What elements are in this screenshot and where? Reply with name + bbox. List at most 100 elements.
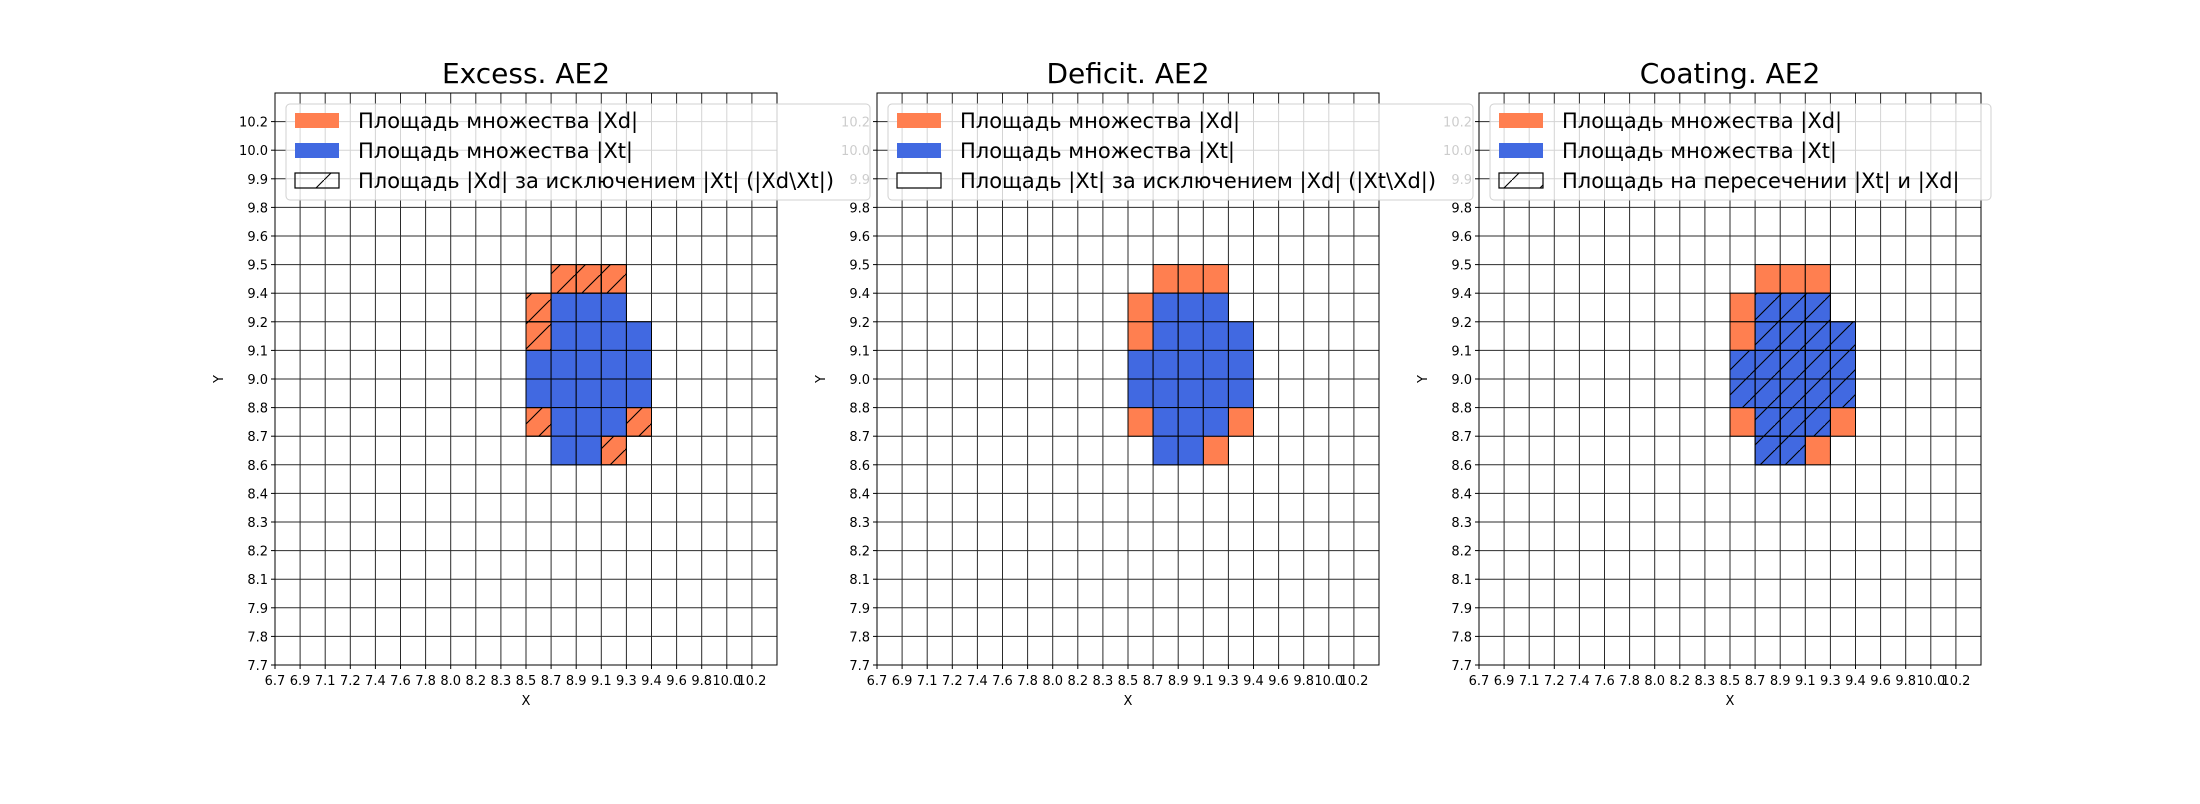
y-tick-label: 9.9 bbox=[247, 173, 268, 188]
cell-hatch bbox=[1779, 292, 1806, 323]
legend-swatch-xd bbox=[1499, 113, 1543, 128]
cell-xt bbox=[1152, 435, 1179, 466]
cell-hatch bbox=[1804, 407, 1831, 437]
y-tick-label: 9.0 bbox=[1451, 373, 1472, 388]
y-tick-label: 7.7 bbox=[849, 659, 870, 674]
y-tick-label: 9.5 bbox=[1451, 259, 1472, 274]
x-tick-label: 9.4 bbox=[1243, 674, 1264, 689]
x-tick-label: 7.2 bbox=[340, 674, 361, 689]
x-tick-label: 10.0 bbox=[1314, 674, 1343, 689]
legend-swatch-xt bbox=[295, 143, 339, 158]
y-tick-label: 9.1 bbox=[849, 344, 870, 359]
cell-xt bbox=[550, 321, 577, 351]
cell-xt bbox=[525, 378, 552, 409]
cell-xd bbox=[1177, 264, 1204, 294]
cell-hatch bbox=[1779, 435, 1806, 466]
y-tick-label: 9.0 bbox=[849, 373, 870, 388]
cell-hatch bbox=[525, 407, 552, 437]
y-tick-label: 7.8 bbox=[849, 630, 870, 645]
cell-xt bbox=[1177, 349, 1204, 380]
chart-title: Deficit. AE2 bbox=[1046, 57, 1209, 90]
legend-label: Площадь множества |Xt| bbox=[960, 139, 1235, 164]
x-tick-label: 8.5 bbox=[1118, 674, 1139, 689]
cell-hatch bbox=[1754, 349, 1781, 380]
y-tick-label: 8.3 bbox=[247, 516, 268, 531]
x-tick-label: 8.9 bbox=[1168, 674, 1189, 689]
legend-box bbox=[1489, 103, 1992, 201]
x-tick-label: 6.9 bbox=[892, 674, 913, 689]
legend-2: Площадь множества |Xd| Площадь множества … bbox=[887, 103, 1474, 201]
cell-hatch bbox=[1729, 349, 1756, 380]
x-tick-label: 9.8 bbox=[1895, 674, 1916, 689]
y-tick-label: 7.8 bbox=[247, 630, 268, 645]
y-tick-label: 10.0 bbox=[239, 144, 268, 159]
cell-xt bbox=[600, 378, 627, 409]
y-tick-label: 8.1 bbox=[849, 573, 870, 588]
cell-xt bbox=[1177, 321, 1204, 351]
cell-xt bbox=[600, 321, 627, 351]
legend-label: Площадь множества |Xd| bbox=[960, 109, 1240, 134]
x-tick-label: 7.6 bbox=[1594, 674, 1615, 689]
y-tick-label: 8.4 bbox=[1451, 487, 1472, 502]
cell-xd bbox=[1754, 264, 1781, 294]
cell-xt bbox=[600, 407, 627, 437]
legend-swatch-xd bbox=[897, 113, 941, 128]
cell-xt bbox=[600, 349, 627, 380]
y-tick-label: 9.6 bbox=[1451, 230, 1472, 245]
x-tick-label: 7.4 bbox=[1569, 674, 1590, 689]
y-tick-label: 8.2 bbox=[247, 545, 268, 560]
chart-title: Excess. AE2 bbox=[442, 57, 610, 90]
x-axis-label: X bbox=[1124, 694, 1133, 709]
legend-label: Площадь множества |Xt| bbox=[358, 139, 633, 164]
cell-xt bbox=[1227, 349, 1255, 380]
y-tick-label: 9.2 bbox=[1451, 316, 1472, 331]
cell-xt bbox=[1177, 378, 1204, 409]
x-tick-label: 10.0 bbox=[1916, 674, 1945, 689]
cell-xd bbox=[1729, 321, 1756, 351]
y-tick-label: 8.6 bbox=[1451, 459, 1472, 474]
cell-hatch bbox=[1779, 349, 1806, 380]
x-axis-label: X bbox=[1726, 694, 1735, 709]
cell-xt bbox=[575, 407, 602, 437]
cell-hatch bbox=[625, 407, 653, 437]
legend-swatch-hatch bbox=[294, 172, 340, 189]
legend-label: Площадь |Xt| за исключением |Xd| (|Xt\Xd… bbox=[960, 169, 1436, 194]
x-tick-label: 10.0 bbox=[712, 674, 741, 689]
y-tick-label: 8.3 bbox=[1451, 516, 1472, 531]
y-tick-label: 8.7 bbox=[1451, 430, 1472, 445]
cell-xt bbox=[1177, 292, 1204, 323]
x-tick-label: 8.3 bbox=[491, 674, 512, 689]
cell-hatch bbox=[1754, 321, 1781, 351]
x-tick-label: 7.4 bbox=[967, 674, 988, 689]
x-tick-label: 8.9 bbox=[1770, 674, 1791, 689]
y-tick-label: 9.4 bbox=[849, 287, 870, 302]
cell-hatch bbox=[1754, 435, 1781, 466]
cell-hatch bbox=[1804, 378, 1831, 409]
cell-xt bbox=[1202, 321, 1229, 351]
x-tick-label: 7.1 bbox=[917, 674, 938, 689]
y-tick-label: 9.2 bbox=[247, 316, 268, 331]
y-axis-label: Y bbox=[212, 375, 227, 384]
legend-swatch-xt bbox=[897, 143, 941, 158]
y-tick-label: 8.2 bbox=[1451, 545, 1472, 560]
x-tick-label: 7.1 bbox=[315, 674, 336, 689]
x-tick-label: 8.0 bbox=[1644, 674, 1665, 689]
y-tick-label: 8.4 bbox=[247, 487, 268, 502]
y-tick-label: 8.1 bbox=[247, 573, 268, 588]
y-tick-label: 9.1 bbox=[1451, 344, 1472, 359]
x-tick-label: 10.2 bbox=[1339, 674, 1368, 689]
x-tick-label: 7.2 bbox=[942, 674, 963, 689]
y-tick-label: 7.9 bbox=[247, 602, 268, 617]
x-tick-label: 8.3 bbox=[1695, 674, 1716, 689]
x-tick-label: 10.2 bbox=[1941, 674, 1970, 689]
y-tick-label: 9.8 bbox=[1451, 201, 1472, 216]
cell-xd bbox=[1127, 407, 1154, 437]
cell-xt bbox=[575, 435, 602, 466]
legend-swatch-empty bbox=[896, 172, 942, 189]
legend-label: Площадь множества |Xt| bbox=[1562, 139, 1837, 164]
cell-xd bbox=[1127, 292, 1154, 323]
x-tick-label: 6.9 bbox=[1494, 674, 1515, 689]
y-tick-label: 7.9 bbox=[1451, 602, 1472, 617]
cell-hatch bbox=[1729, 378, 1756, 409]
